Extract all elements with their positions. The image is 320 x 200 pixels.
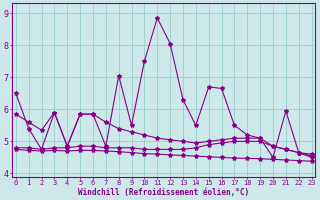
X-axis label: Windchill (Refroidissement éolien,°C): Windchill (Refroidissement éolien,°C)	[78, 188, 249, 197]
